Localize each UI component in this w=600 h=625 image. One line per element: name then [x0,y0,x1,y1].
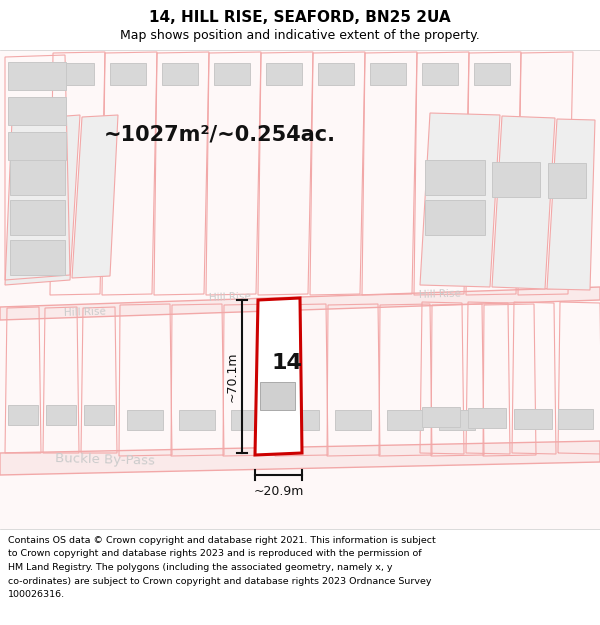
Polygon shape [72,115,118,278]
Text: co-ordinates) are subject to Crown copyright and database rights 2023 Ordnance S: co-ordinates) are subject to Crown copyr… [8,576,431,586]
Bar [162,63,198,85]
Bar [548,163,586,198]
Text: 14: 14 [272,353,302,373]
Bar [335,410,371,430]
Bar [8,62,66,90]
Bar [266,63,302,85]
Bar [8,97,66,125]
Bar [468,408,506,428]
Bar [260,382,295,410]
Text: ~70.1m: ~70.1m [226,351,239,402]
Bar [370,63,406,85]
Polygon shape [255,298,302,455]
Text: 14, HILL RISE, SEAFORD, BN25 2UA: 14, HILL RISE, SEAFORD, BN25 2UA [149,11,451,26]
Bar [231,410,267,430]
Bar [492,162,540,197]
Polygon shape [547,119,595,290]
Polygon shape [420,113,500,287]
Text: ~20.9m: ~20.9m [253,485,304,498]
Bar [425,200,485,235]
Polygon shape [5,115,80,285]
Bar [8,405,38,425]
Bar [422,407,460,427]
Bar [0,50,600,529]
Bar [514,409,552,429]
Bar [179,410,215,430]
Text: ~1027m²/~0.254ac.: ~1027m²/~0.254ac. [104,125,336,145]
Text: Map shows position and indicative extent of the property.: Map shows position and indicative extent… [120,29,480,41]
Text: to Crown copyright and database rights 2023 and is reproduced with the permissio: to Crown copyright and database rights 2… [8,549,422,559]
Text: HM Land Registry. The polygons (including the associated geometry, namely x, y: HM Land Registry. The polygons (includin… [8,563,392,572]
Bar [214,63,250,85]
Bar [10,240,65,275]
Bar [474,63,510,85]
Bar [283,410,319,430]
Bar [8,132,66,160]
Bar [46,405,76,425]
Text: Hill Rise: Hill Rise [64,306,106,318]
Text: Buckle By-Pass: Buckle By-Pass [55,452,155,468]
Text: Contains OS data © Crown copyright and database right 2021. This information is : Contains OS data © Crown copyright and d… [8,536,436,545]
Text: Hill Rise: Hill Rise [419,288,461,300]
Bar [422,63,458,85]
Polygon shape [492,116,555,289]
Bar [84,405,114,425]
Text: Hill Rise: Hill Rise [209,291,251,302]
Polygon shape [0,287,600,320]
Bar [110,63,146,85]
Bar [58,63,94,85]
Bar [425,160,485,195]
Bar [439,410,475,430]
Text: 100026316.: 100026316. [8,590,65,599]
Bar [318,63,354,85]
Bar [10,160,65,195]
Polygon shape [0,441,600,475]
Bar [387,410,423,430]
Bar [558,409,593,429]
Bar [127,410,163,430]
Bar [10,200,65,235]
